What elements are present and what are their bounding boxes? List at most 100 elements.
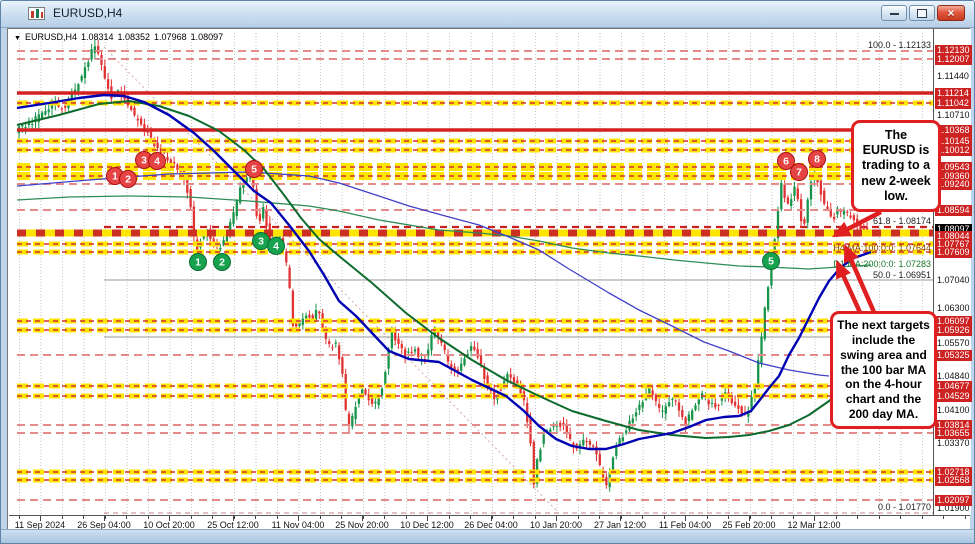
- time-label: 10 Jan 20:00: [529, 520, 583, 530]
- marker-circle-8: 8: [808, 150, 826, 168]
- support-resistance-levels: [17, 50, 933, 501]
- time-axis[interactable]: 11 Sep 2024 26 Sep 04:00 10 Oct 20:00 25 Oc…: [9, 515, 970, 533]
- marker-circle-2: 2: [213, 253, 231, 271]
- time-label: 25 Nov 20:00: [335, 520, 389, 530]
- annotation-callout-targets: The next targets include the swing area …: [830, 311, 937, 429]
- price-label-red: 1.05325: [935, 350, 972, 361]
- svg-text:3: 3: [141, 155, 147, 167]
- price-label-plain: 1.03370: [937, 438, 970, 448]
- time-label: 26 Sep 04:00: [77, 520, 131, 530]
- time-tick: [642, 516, 643, 519]
- restore-button[interactable]: [909, 5, 935, 21]
- price-label-black: 1.08097: [935, 224, 972, 235]
- price-label-red: 1.05926: [935, 325, 972, 336]
- price-label-red: 1.08594: [935, 205, 972, 216]
- time-tick: [835, 516, 837, 519]
- time-tick-major: [685, 516, 686, 521]
- time-tick-major: [620, 516, 621, 521]
- time-tick: [792, 516, 794, 519]
- price-label-red: 1.02718: [935, 467, 972, 478]
- svg-text:2: 2: [125, 174, 131, 186]
- time-tick: [706, 516, 708, 519]
- time-tick-major: [362, 516, 363, 521]
- fib-label: 61.8 - 1.08174: [873, 216, 931, 226]
- info-low: 1.07968: [154, 32, 187, 42]
- marker-circle-5: 5: [762, 252, 780, 270]
- annotation-arrow: [843, 243, 880, 320]
- ma-label: H4 MA:100:0:0: 1.07644: [833, 243, 931, 253]
- annotation-callout-new-low: The EURUSD is trading to a new 2-week lo…: [851, 120, 941, 212]
- time-tick: [771, 516, 772, 519]
- close-button[interactable]: ×: [937, 5, 965, 21]
- time-tick: [599, 516, 600, 519]
- price-label-red: 1.08044: [935, 231, 972, 242]
- svg-text:2: 2: [219, 257, 225, 269]
- ma-line-d1-ma-100: [16, 171, 830, 377]
- chart-area: ▼ EURUSD,H4 1.08314 1.08352 1.07968 1.08097 1…: [7, 28, 972, 533]
- time-label: 25 Feb 20:00: [722, 520, 776, 530]
- svg-text:1: 1: [195, 257, 201, 269]
- marker-circle-7: 7: [790, 163, 808, 181]
- svg-text:7: 7: [796, 167, 802, 179]
- fib-label: 50.0 - 1.06951: [873, 270, 931, 280]
- time-tick: [513, 516, 514, 519]
- time-tick: [341, 516, 342, 519]
- time-label: 11 Nov 04:00: [271, 520, 325, 530]
- time-tick-major: [104, 516, 105, 521]
- minimize-icon: [889, 10, 899, 15]
- time-tick: [319, 516, 321, 519]
- svg-text:3: 3: [258, 236, 264, 248]
- time-tick: [83, 516, 84, 519]
- time-tick-major: [814, 516, 815, 521]
- marker-circle-4: 4: [148, 152, 166, 170]
- time-tick: [534, 516, 536, 519]
- time-tick: [857, 516, 858, 519]
- time-tick-major: [298, 516, 299, 521]
- chevron-down-icon[interactable]: ▼: [14, 35, 21, 42]
- price-label-red: 1.12130: [935, 45, 972, 56]
- time-tick-major: [169, 516, 170, 521]
- title-bar[interactable]: EURUSD,H4 ×: [1, 1, 974, 28]
- time-tick: [964, 516, 966, 519]
- minimize-button[interactable]: [881, 5, 907, 21]
- time-label: 11 Feb 04:00: [658, 520, 712, 530]
- time-tick: [663, 516, 665, 519]
- time-tick: [126, 516, 127, 519]
- time-label: 11 Sep 2024: [14, 520, 66, 530]
- info-high: 1.08352: [117, 32, 151, 42]
- price-label-plain: 1.04100: [937, 405, 970, 415]
- chart-canvas[interactable]: 100.0 - 1.12133 61.8 - 1.08174 50.0 - 1.06…: [9, 29, 933, 515]
- info-open: 1.08314: [80, 32, 114, 42]
- price-label-red: 1.04677: [935, 381, 972, 392]
- time-tick: [448, 516, 450, 519]
- price-label-plain: 1.06300: [937, 303, 970, 313]
- time-label: 27 Jan 12:00: [593, 520, 647, 530]
- time-label: 10 Oct 20:00: [143, 520, 195, 530]
- svg-text:4: 4: [273, 241, 279, 253]
- time-tick: [276, 516, 278, 519]
- time-tick: [61, 516, 63, 519]
- marker-circle-1: 1: [189, 253, 207, 271]
- time-tick-major: [749, 516, 750, 521]
- price-label-red: 1.09543: [935, 162, 972, 173]
- ma-label: D1 MA:200:0:0: 1.07283: [833, 259, 931, 269]
- time-tick: [728, 516, 729, 519]
- time-tick: [147, 516, 149, 519]
- price-label-red: 1.11214: [935, 88, 971, 99]
- price-label-plain: 1.01900: [937, 503, 970, 513]
- close-icon: ×: [947, 6, 955, 20]
- marker-circle-6: 6: [777, 152, 795, 170]
- price-label-plain: 1.05570: [937, 338, 970, 348]
- price-label-red: 1.12007: [935, 54, 972, 65]
- fibonacci-retracement: 100.0 - 1.12133 61.8 - 1.08174 50.0 - 1.06…: [103, 40, 933, 514]
- time-tick-major: [556, 516, 557, 521]
- time-tick: [212, 516, 213, 519]
- time-label: 26 Dec 04:00: [464, 520, 518, 530]
- time-tick: [491, 516, 493, 519]
- price-label-plain: 1.07040: [937, 275, 970, 285]
- time-tick-major: [491, 516, 492, 521]
- price-axis[interactable]: 1.11440 1.10710 1.07040 1.06300 1.05570 1.048…: [933, 29, 972, 515]
- time-tick: [577, 516, 579, 519]
- restore-icon: [917, 9, 927, 18]
